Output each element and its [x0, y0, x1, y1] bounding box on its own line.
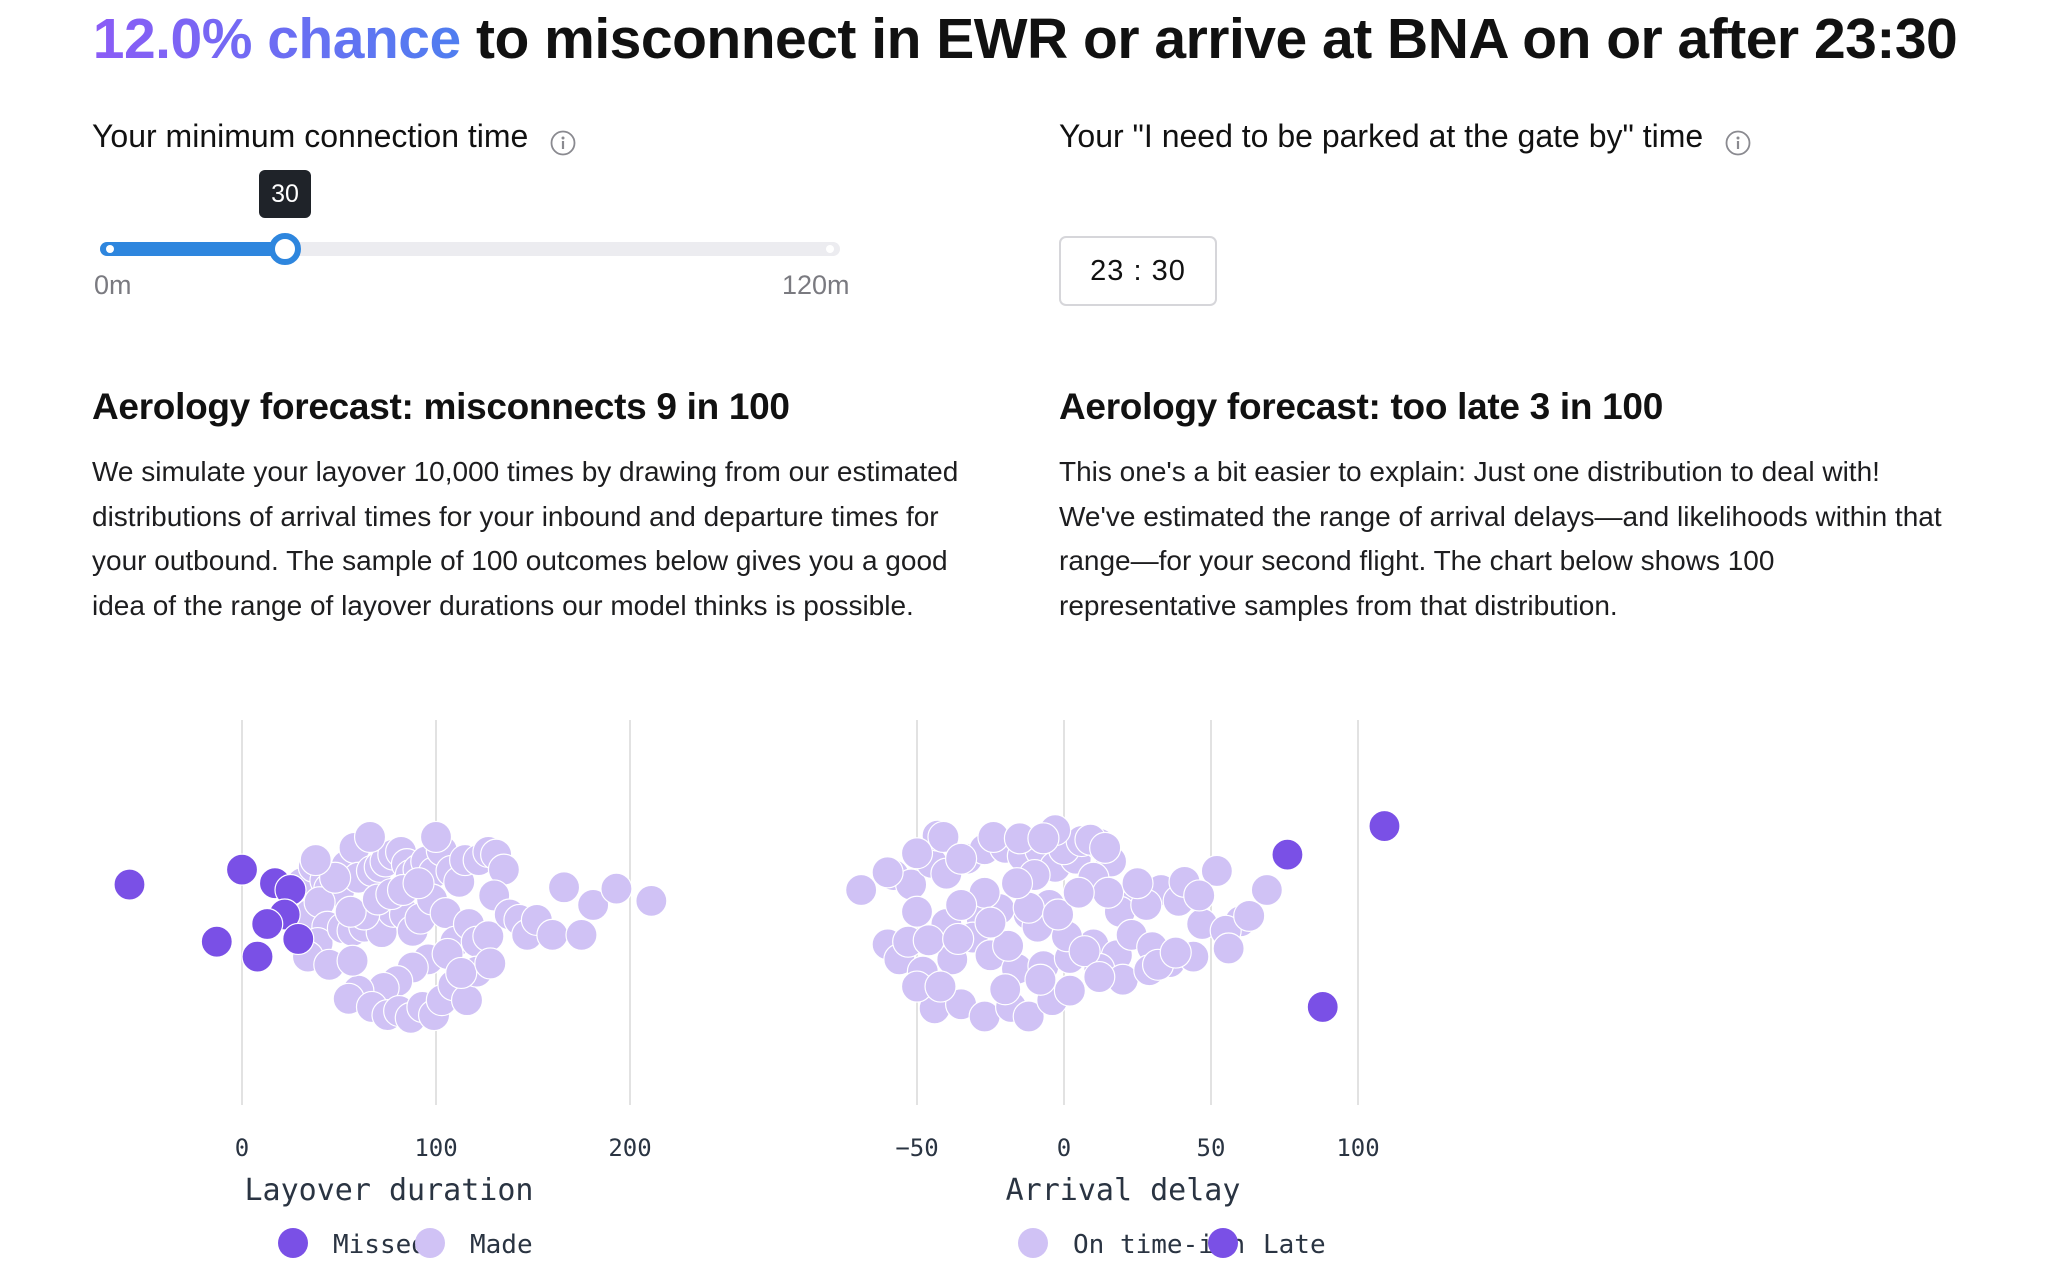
x-tick-label: 0	[1057, 1134, 1071, 1162]
misconnect-forecast-body: We simulate your layover 10,000 times by…	[92, 456, 959, 621]
on-time-point	[1000, 867, 1034, 900]
made-point	[600, 872, 633, 905]
on-time-point	[944, 842, 978, 875]
late-point	[1368, 809, 1401, 843]
x-axis-label: Layover duration	[245, 1173, 534, 1208]
late-point	[1271, 838, 1304, 871]
on-time-point	[1083, 960, 1116, 994]
info-icon[interactable]	[550, 127, 576, 155]
on-time-point	[927, 820, 960, 854]
on-time-point	[989, 973, 1022, 1006]
x-tick-label: 200	[608, 1134, 651, 1162]
made-point	[536, 918, 569, 951]
arrival-delay-chart: −50 0 50 100 Arrival delay On time-ish Late	[845, 700, 1950, 1265]
gate-time-label: Your "I need to be parked at the gate by…	[1059, 118, 1704, 154]
made-point	[353, 820, 387, 854]
made-point	[419, 820, 453, 854]
late-forecast-body: This one's a bit easier to explain: Just…	[1059, 456, 1942, 621]
made-point	[299, 843, 332, 877]
on-time-point	[1042, 898, 1075, 931]
missed-point	[200, 925, 233, 958]
connection-time-label: Your minimum connection time	[92, 118, 529, 154]
on-time-point	[942, 922, 975, 956]
headline-rest: to misconnect in EWR or arrive at BNA on…	[460, 7, 1958, 71]
on-time-point	[1012, 1000, 1045, 1033]
on-time-point	[1027, 822, 1060, 855]
late-point	[1306, 990, 1339, 1024]
missed-point	[113, 868, 146, 901]
headline: 12.0% chance to misconnect in EWR or arr…	[0, 6, 2050, 72]
slider-min-label: 0m	[94, 270, 132, 300]
missed-point	[225, 853, 259, 886]
made-point	[635, 884, 668, 917]
connection-time-label-row: Your minimum connection time	[92, 118, 576, 155]
on-time-point	[992, 929, 1025, 962]
slider-thumb[interactable]	[269, 233, 301, 265]
slider-start-dot	[106, 245, 114, 253]
slider-max-label: 120m	[782, 270, 850, 300]
on-time-point	[845, 873, 878, 907]
on-time-point	[1062, 876, 1095, 909]
legend-swatch	[1208, 1228, 1238, 1258]
on-time-point	[900, 895, 934, 928]
on-time-point	[1091, 876, 1125, 909]
on-time-point	[871, 856, 904, 889]
x-tick-label: 100	[414, 1134, 457, 1162]
made-point	[577, 888, 610, 922]
made-point	[336, 944, 369, 977]
made-point	[445, 956, 478, 990]
x-axis-label: Arrival delay	[1006, 1173, 1241, 1208]
legend-swatch	[278, 1228, 308, 1258]
x-tick-label: 100	[1336, 1134, 1379, 1162]
x-tick-label: 50	[1197, 1134, 1226, 1162]
on-time-point	[1089, 831, 1122, 864]
legend-label: Missed	[333, 1230, 427, 1260]
missed-point	[241, 940, 274, 973]
missed-point	[251, 907, 284, 941]
gate-time-input[interactable]: 23 : 30	[1059, 236, 1217, 306]
late-forecast-title: Aerology forecast: too late 3 in 100	[1059, 386, 1663, 427]
gate-time-label-row: Your "I need to be parked at the gate by…	[1059, 118, 1751, 155]
misconnect-forecast-title: Aerology forecast: misconnects 9 in 100	[92, 386, 790, 427]
on-time-point	[912, 924, 945, 957]
on-time-point	[1068, 935, 1101, 968]
missed-point	[282, 922, 315, 956]
made-point	[402, 867, 435, 900]
legend-swatch	[1018, 1228, 1048, 1258]
on-time-point	[944, 888, 978, 922]
on-time-point	[924, 970, 957, 1003]
slider-fill	[100, 242, 291, 256]
layover-duration-chart: 0 100 200 Layover duration Missed Made	[80, 700, 940, 1265]
on-time-point	[1200, 854, 1233, 888]
made-point	[474, 947, 507, 980]
made-point	[334, 895, 367, 928]
on-time-point	[1183, 879, 1216, 912]
on-time-point	[974, 906, 1007, 939]
on-time-point	[900, 837, 934, 870]
layover-duration-chart-svg: 0 100 200 Layover duration Missed Made	[113, 720, 668, 1260]
on-time-point	[1024, 963, 1057, 996]
x-tick-label: 0	[235, 1134, 249, 1162]
legend-swatch	[415, 1228, 445, 1258]
on-time-point	[1053, 974, 1086, 1007]
made-point	[450, 984, 484, 1017]
connection-time-slider[interactable]	[100, 233, 840, 265]
slider-value-tooltip: 30	[259, 170, 311, 218]
on-time-point	[1121, 867, 1154, 900]
on-time-point	[1250, 873, 1283, 907]
info-icon[interactable]	[1725, 127, 1751, 155]
legend-label: Made	[470, 1230, 533, 1260]
on-time-point	[1159, 936, 1192, 969]
slider-end-dot	[826, 245, 834, 253]
legend-label: Late	[1263, 1230, 1326, 1260]
on-time-point	[1212, 932, 1245, 965]
headline-chance: 12.0% chance	[92, 7, 461, 71]
x-tick-label: −50	[895, 1134, 938, 1162]
made-point	[547, 871, 581, 904]
made-point	[565, 918, 598, 951]
on-time-point	[1233, 899, 1266, 932]
